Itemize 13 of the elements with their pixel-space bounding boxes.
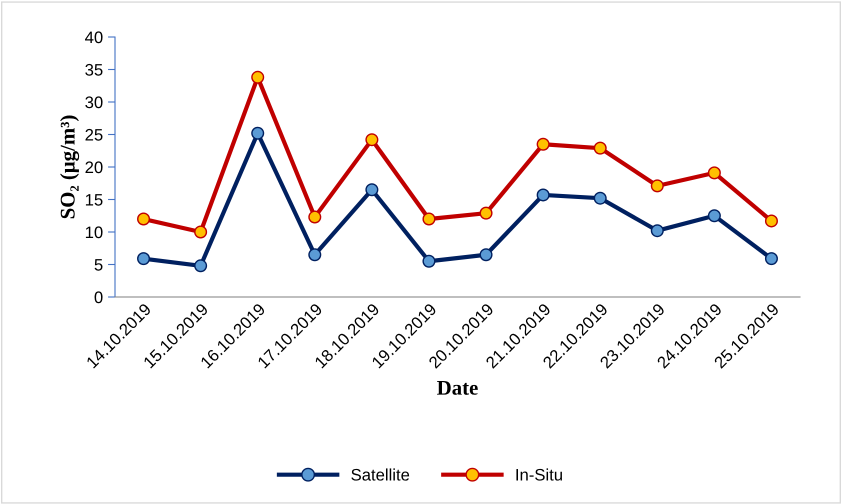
y-tick-label: 30 bbox=[85, 96, 103, 108]
y-tick-label: 0 bbox=[94, 291, 103, 304]
y-axis-title: SO₂ (μg/m³) bbox=[60, 116, 80, 218]
y-tick-label: 20 bbox=[85, 161, 103, 174]
x-axis-title: Date bbox=[437, 380, 478, 395]
y-tick-label: 15 bbox=[86, 194, 102, 206]
y-tick-label: 25 bbox=[85, 128, 102, 141]
y-tick-label: 5 bbox=[94, 259, 102, 271]
y-tick-label: 35 bbox=[85, 64, 102, 76]
y-tick-label: 10 bbox=[86, 226, 103, 238]
legend-label: In-Situ bbox=[516, 468, 562, 481]
legend-label: Satellite bbox=[351, 468, 410, 481]
y-tick-label: 40 bbox=[85, 31, 103, 44]
